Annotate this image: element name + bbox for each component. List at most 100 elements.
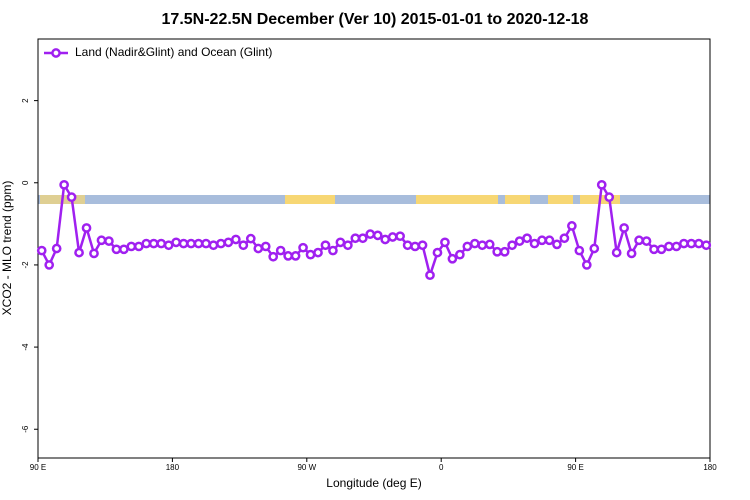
data-point	[193, 238, 204, 249]
data-point	[589, 243, 600, 254]
data-point	[574, 245, 585, 256]
data-point	[171, 237, 181, 248]
data-point	[104, 236, 114, 246]
data-point	[126, 241, 137, 252]
data-point	[387, 232, 398, 242]
y-tick-label: 2	[21, 98, 30, 103]
data-point	[305, 249, 316, 260]
data-point	[253, 243, 264, 254]
y-tick-label: -6	[21, 425, 30, 433]
data-point	[238, 240, 249, 251]
legend-marker	[51, 48, 61, 58]
data-point	[701, 240, 712, 251]
chart-title: 17.5N-22.5N December (Ver 10) 2015-01-01…	[162, 11, 589, 28]
data-point	[552, 239, 562, 250]
data-point	[36, 245, 47, 256]
data-point	[522, 233, 532, 244]
data-point	[89, 248, 99, 259]
data-point	[619, 223, 629, 233]
data-point	[208, 240, 219, 251]
data-point	[216, 238, 226, 249]
data-point	[96, 235, 107, 246]
data-point	[283, 251, 293, 261]
data-point	[298, 242, 308, 253]
y-tick-label: 0	[21, 180, 30, 185]
data-point	[186, 238, 196, 249]
data-point	[484, 239, 495, 250]
data-point	[604, 192, 615, 203]
data-point	[537, 235, 547, 246]
data-point	[163, 240, 174, 251]
data-point	[693, 238, 704, 249]
data-point	[455, 249, 465, 260]
x-tick-label: 180	[166, 463, 180, 472]
data-point	[656, 244, 667, 255]
data-point	[544, 235, 555, 246]
data-point	[626, 248, 637, 259]
data-point	[320, 240, 331, 251]
data-point	[275, 245, 286, 256]
data-point	[596, 179, 607, 190]
data-point	[477, 240, 488, 251]
y-axis-label: XCO2 - MLO trend (ppm)	[0, 181, 14, 316]
x-tick-label: 90 E	[567, 463, 583, 472]
data-point	[380, 234, 391, 245]
x-tick-label: 0	[439, 463, 444, 472]
data-point	[44, 260, 55, 270]
data-point	[492, 246, 503, 257]
data-point	[462, 241, 473, 252]
data-point	[81, 223, 92, 233]
data-point	[119, 244, 129, 255]
data-point	[350, 233, 361, 244]
data-point	[335, 237, 346, 248]
data-point	[66, 192, 77, 203]
data-point	[365, 229, 376, 239]
data-point	[231, 234, 241, 245]
data-point	[148, 238, 159, 249]
data-point	[343, 240, 353, 251]
data-point	[141, 238, 152, 249]
data-point	[679, 238, 689, 249]
data-point	[529, 238, 540, 249]
data-point	[178, 238, 189, 249]
x-axis-label: Longitude (deg E)	[326, 476, 421, 490]
data-point	[611, 247, 622, 258]
data-point	[514, 236, 525, 246]
data-point	[59, 179, 69, 190]
data-point	[686, 238, 697, 249]
data-point	[447, 253, 458, 264]
legend-label: Land (Nadir&Glint) and Ocean (Glint)	[75, 45, 272, 59]
data-point	[268, 251, 279, 262]
data-point	[559, 233, 570, 244]
x-tick-label: 90 W	[297, 463, 316, 472]
data-point	[74, 247, 84, 258]
data-point	[425, 270, 435, 281]
data-point	[417, 240, 428, 251]
data-point	[410, 241, 420, 252]
data-point	[51, 243, 62, 254]
data-point	[328, 245, 338, 256]
data-point	[133, 241, 144, 252]
data-point	[313, 247, 323, 258]
data-point	[372, 230, 383, 241]
data-point	[111, 244, 122, 255]
y-tick-label: -4	[21, 343, 30, 351]
data-point	[634, 235, 644, 246]
data-point	[395, 231, 405, 242]
data-point	[357, 233, 368, 244]
data-point	[402, 240, 413, 251]
x-tick-label: 90 E	[30, 463, 46, 472]
data-point	[156, 238, 167, 249]
data-point	[223, 237, 234, 248]
x-tick-label: 180	[703, 463, 717, 472]
data-point	[567, 221, 577, 231]
data-point	[440, 237, 450, 248]
data-point	[245, 233, 256, 244]
y-tick-label: -2	[21, 261, 30, 269]
data-point	[581, 260, 592, 270]
data-point	[469, 238, 480, 249]
data-point	[507, 240, 517, 251]
data-point	[671, 241, 682, 252]
data-point	[290, 251, 301, 261]
